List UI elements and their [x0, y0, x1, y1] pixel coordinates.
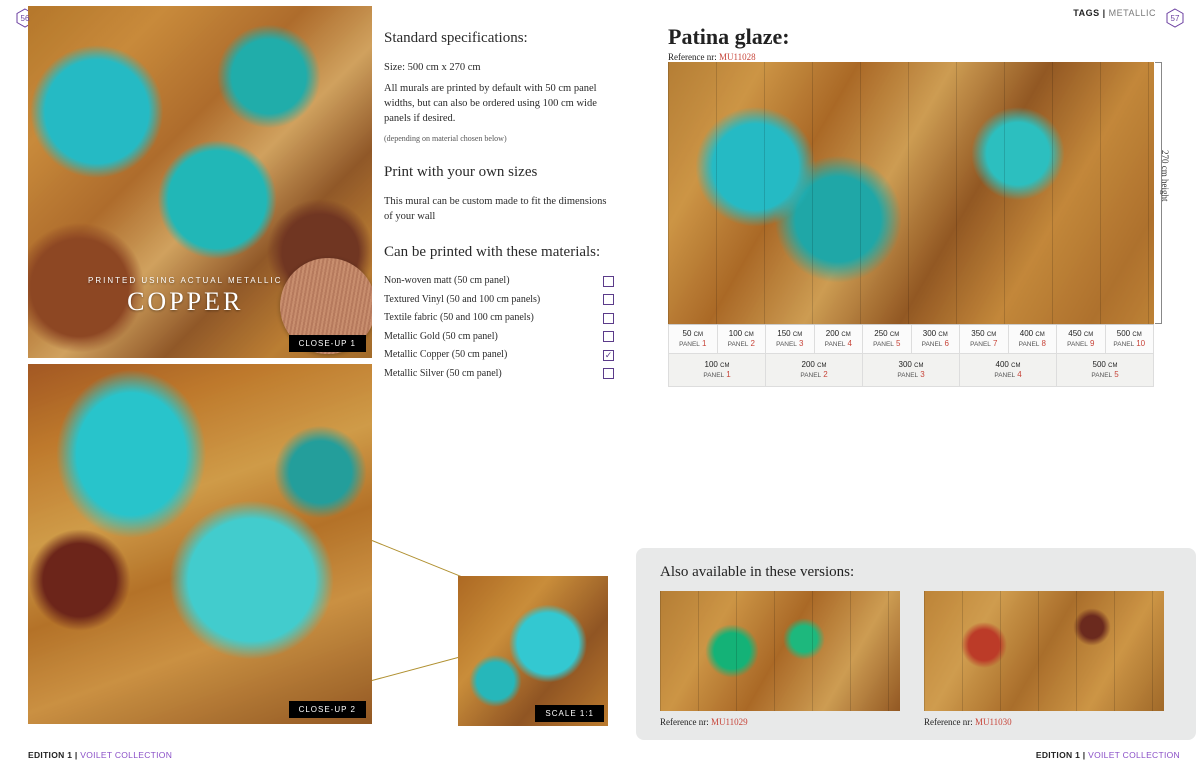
- scale-swatch: SCALE 1:1: [458, 576, 608, 726]
- panel-cell: 250 CMPANEL5: [863, 325, 912, 354]
- closeup-1-label: CLOSE-UP 1: [289, 335, 366, 352]
- material-checkbox[interactable]: [603, 294, 614, 305]
- height-label: 270 cm height: [1160, 150, 1170, 202]
- spec-fine-print: (depending on material chosen below): [384, 133, 614, 145]
- material-checkbox[interactable]: [603, 331, 614, 342]
- material-checkbox[interactable]: [603, 276, 614, 287]
- material-label: Non-woven matt (50 cm panel): [384, 274, 510, 289]
- material-option[interactable]: Textile fabric (50 and 100 cm panels): [384, 311, 614, 326]
- scale-label: SCALE 1:1: [535, 705, 604, 722]
- material-option[interactable]: Metallic Copper (50 cm panel) ✓: [384, 348, 614, 363]
- footer-left: EDITION 1 | VOILET COLLECTION: [28, 750, 172, 760]
- tags-label: TAGS | METALLIC: [1073, 8, 1156, 18]
- material-checkbox[interactable]: ✓: [603, 350, 614, 361]
- panel-cell: 150 CMPANEL3: [766, 325, 815, 354]
- panel-cell: 200 CMPANEL2: [766, 354, 863, 387]
- material-label: Textile fabric (50 and 100 cm panels): [384, 311, 534, 326]
- panel-cell: 450 CMPANEL9: [1057, 325, 1106, 354]
- variant-reference: Reference nr: MU11029: [660, 717, 900, 727]
- product-title: Patina glaze:: [668, 24, 790, 50]
- variant-thumb[interactable]: Reference nr: MU11029: [660, 591, 900, 727]
- material-label: Metallic Copper (50 cm panel): [384, 348, 507, 363]
- panel-cell: 100 CMPANEL1: [668, 354, 766, 387]
- material-option[interactable]: Textured Vinyl (50 and 100 cm panels): [384, 293, 614, 308]
- material-checkbox[interactable]: [603, 368, 614, 379]
- product-reference: Reference nr: MU11028: [668, 52, 790, 62]
- material-option[interactable]: Non-woven matt (50 cm panel): [384, 274, 614, 289]
- panel-cell: 300 CMPANEL6: [912, 325, 961, 354]
- spec-size: Size: 500 cm x 270 cm: [384, 60, 614, 75]
- panel-cell: 200 CMPANEL4: [815, 325, 864, 354]
- material-option[interactable]: Metallic Silver (50 cm panel): [384, 367, 614, 382]
- closeup-1-image: PRINTED USING ACTUAL METALLIC COPPER CLO…: [28, 6, 372, 358]
- page-number-right: 57: [1166, 8, 1184, 28]
- product-title-block: Patina glaze: Reference nr: MU11028: [668, 24, 790, 62]
- material-option[interactable]: Metallic Gold (50 cm panel): [384, 330, 614, 345]
- also-heading: Also available in these versions:: [660, 564, 1172, 581]
- panel-cell: 500 CMPANEL10: [1106, 325, 1155, 354]
- custom-size-desc: This mural can be custom made to fit the…: [384, 194, 614, 224]
- variant-thumb[interactable]: Reference nr: MU11030: [924, 591, 1164, 727]
- custom-size-heading: Print with your own sizes: [384, 162, 614, 184]
- panel-cell: 350 CMPANEL7: [960, 325, 1009, 354]
- specifications-column: Standard specifications: Size: 500 cm x …: [384, 28, 614, 399]
- material-label: Metallic Gold (50 cm panel): [384, 330, 498, 345]
- panel-cell: 500 CMPANEL5: [1057, 354, 1154, 387]
- panel-cell: 400 CMPANEL4: [960, 354, 1057, 387]
- spec-panel-desc: All murals are printed by default with 5…: [384, 81, 614, 127]
- copper-overlay: PRINTED USING ACTUAL METALLIC COPPER: [88, 276, 282, 317]
- also-available-box: Also available in these versions: Refere…: [636, 548, 1196, 740]
- variant-reference: Reference nr: MU11030: [924, 717, 1164, 727]
- panel-cell: 50 CMPANEL1: [668, 325, 718, 354]
- panel-cell: 100 CMPANEL2: [718, 325, 767, 354]
- materials-heading: Can be printed with these materials:: [384, 242, 614, 264]
- material-label: Textured Vinyl (50 and 100 cm panels): [384, 293, 540, 308]
- closeup-2-image: CLOSE-UP 2: [28, 364, 372, 724]
- variant-image: [660, 591, 900, 711]
- panel-dimensions-table: 50 CMPANEL1100 CMPANEL2150 CMPANEL3200 C…: [668, 324, 1154, 387]
- material-label: Metallic Silver (50 cm panel): [384, 367, 502, 382]
- panel-cell: 300 CMPANEL3: [863, 354, 960, 387]
- footer-right: EDITION 1 | VOILET COLLECTION: [1036, 750, 1180, 760]
- variant-image: [924, 591, 1164, 711]
- main-mural-image: [668, 62, 1154, 324]
- panel-cell: 400 CMPANEL8: [1009, 325, 1058, 354]
- spec-heading: Standard specifications:: [384, 28, 614, 50]
- material-checkbox[interactable]: [603, 313, 614, 324]
- closeup-2-label: CLOSE-UP 2: [289, 701, 366, 718]
